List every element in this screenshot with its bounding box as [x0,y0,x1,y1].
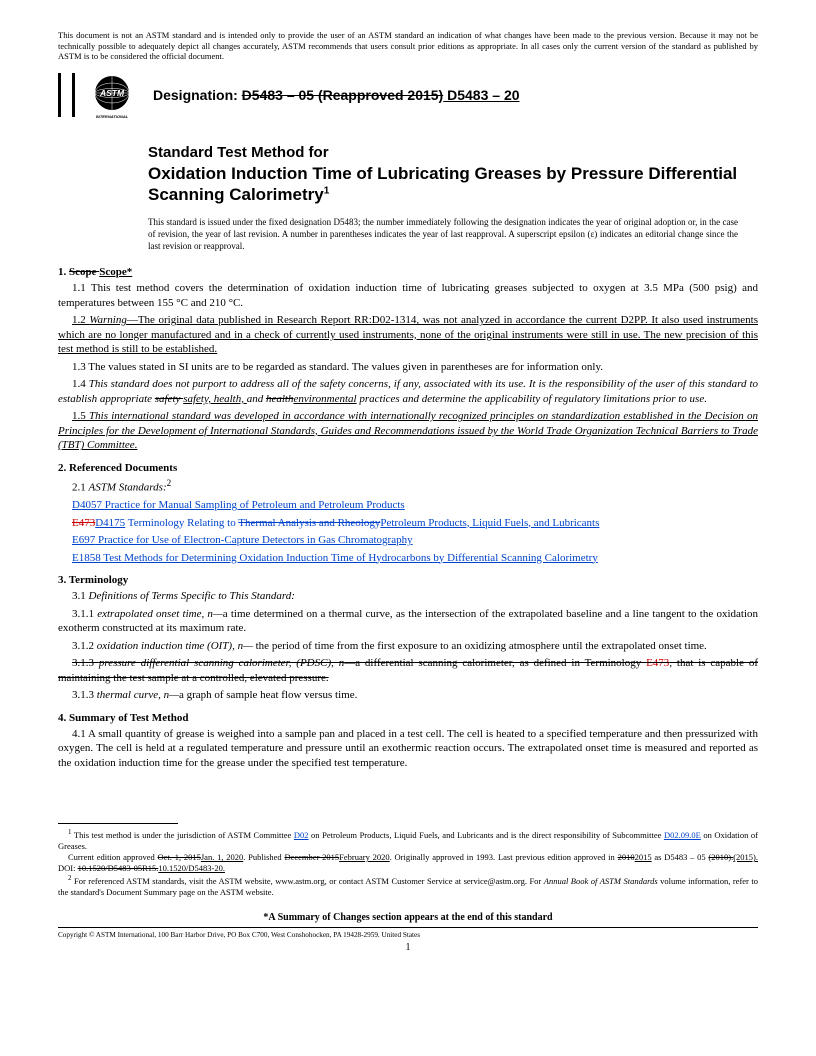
designation: Designation: D5483 – 05 (Reapproved 2015… [153,87,520,103]
title-main: Oxidation Induction Time of Lubricating … [148,163,758,206]
para-4-1: 4.1 A small quantity of grease is weighe… [58,727,758,771]
astm-logo: ASTM INTERNATIONAL [87,70,137,120]
para-1-1: 1.1 This test method covers the determin… [58,281,758,310]
para-1-2: 1.2 Warning—The original data published … [58,313,758,357]
copyright: Copyright © ASTM International, 100 Barr… [58,927,758,939]
ref-link[interactable]: E697 [72,534,95,546]
page: This document is not an ASTM standard an… [0,0,816,973]
committee-link[interactable]: D02 [294,830,309,840]
para-1-3: 1.3 The values stated in SI units are to… [58,360,758,375]
ref-link[interactable]: D4175 [95,517,125,529]
para-2-1: 2.1 ASTM Standards:2 [58,477,758,495]
section-2-head: 2. Referenced Documents [58,462,758,474]
ref-link[interactable]: E1858 [72,552,101,564]
para-3-1-3-deleted: 3.1.3 pressure differential scanning cal… [58,656,758,685]
footnote-1b: Current edition approved Oct. 1, 2015Jan… [58,852,758,874]
section-1-head: 1. Scope Scope* [58,266,758,278]
header-row: ASTM INTERNATIONAL Designation: D5483 – … [58,70,758,120]
title-block: Standard Test Method for Oxidation Induc… [148,144,758,205]
para-3-1-2: 3.1.2 oxidation induction time (OIT), n—… [58,639,758,654]
section-4-head: 4. Summary of Test Method [58,712,758,724]
designation-new: D5483 – 20 [443,87,519,103]
subcommittee-link[interactable]: D02.09.0E [664,830,701,840]
ref-e697: E697 Practice for Use of Electron-Captur… [72,533,758,548]
ref-link[interactable]: D4057 [72,499,102,511]
page-number: 1 [58,942,758,953]
vertical-rule [58,73,61,117]
para-3-1-1: 3.1.1 extrapolated onset time, n—a time … [58,607,758,636]
svg-text:INTERNATIONAL: INTERNATIONAL [96,114,129,119]
vertical-rule [72,73,75,117]
para-3-1-3: 3.1.3 thermal curve, n—a graph of sample… [58,688,758,703]
designation-old: D5483 – 05 (Reapproved 2015) [242,87,444,103]
footnote-2: 2 For referenced ASTM standards, visit t… [58,874,758,898]
para-3-1: 3.1 Definitions of Terms Specific to Thi… [58,589,758,604]
footnote-1: 1 This test method is under the jurisdic… [58,828,758,852]
ref-e1858: E1858 Test Methods for Determining Oxida… [72,551,758,566]
svg-text:ASTM: ASTM [99,88,125,98]
ref-d4175: E473D4175 Terminology Relating to Therma… [72,516,758,531]
issuance-note: This standard is issued under the fixed … [148,217,758,252]
footnote-rule [58,823,178,824]
section-3-head: 3. Terminology [58,574,758,586]
ref-d4057: D4057 Practice for Manual Sampling of Pe… [72,498,758,513]
summary-changes-note: *A Summary of Changes section appears at… [58,912,758,923]
para-1-5: 1.5 This international standard was deve… [58,409,758,453]
title-kicker: Standard Test Method for [148,144,758,163]
para-1-4: 1.4 This standard does not purport to ad… [58,377,758,406]
top-disclaimer: This document is not an ASTM standard an… [58,30,758,62]
designation-label: Designation: [153,87,238,103]
